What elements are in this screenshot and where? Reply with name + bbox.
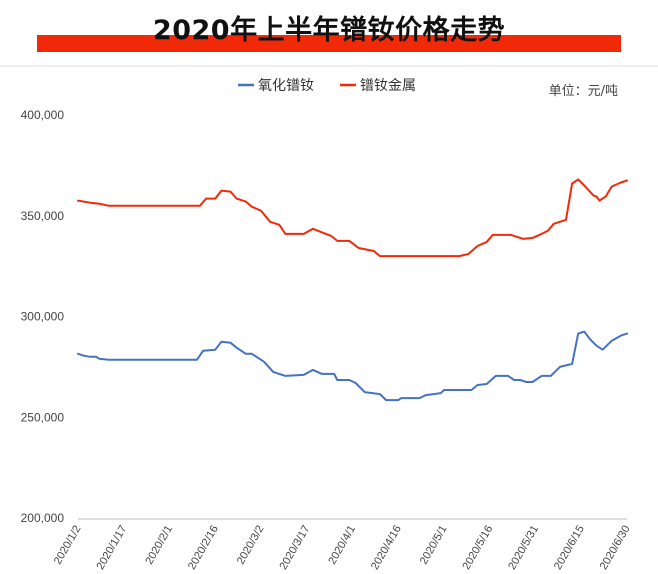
x-tick-label: 2020/2/16 xyxy=(186,524,221,572)
y-tick-label: 400,000 xyxy=(21,108,65,122)
chart-title: 2020年上半年镨钕价格走势 xyxy=(152,15,506,46)
x-tick-label: 2020/4/16 xyxy=(369,524,404,572)
y-tick-label: 200,000 xyxy=(21,511,65,525)
legend-label-1: 氧化镨钕 xyxy=(258,78,314,94)
x-tick-label: 2020/3/2 xyxy=(235,524,267,567)
x-tick-label: 2020/6/30 xyxy=(598,524,633,572)
x-tick-label: 2020/5/31 xyxy=(506,524,541,572)
x-axis: 2020/1/2 2020/1/17 2020/2/1 2020/2/16 2020/3… xyxy=(52,518,633,572)
legend-label-2: 镨钕金属 xyxy=(360,78,416,94)
y-axis: 200,000 250,000 300,000 350,000 400,000 xyxy=(21,108,65,525)
x-tick-label: 2020/1/17 xyxy=(94,524,129,572)
y-tick-label: 350,000 xyxy=(21,209,65,223)
series-line-1 xyxy=(77,330,628,402)
unit-label: 单位：元/吨 xyxy=(548,84,618,99)
x-tick-label: 2020/2/1 xyxy=(143,524,175,567)
x-tick-label: 2020/5/16 xyxy=(460,524,495,572)
legend: 氧化镨钕 镨钕金属 xyxy=(238,78,416,94)
y-tick-label: 250,000 xyxy=(21,410,65,424)
series-group xyxy=(77,178,628,402)
series-line-2 xyxy=(77,178,628,258)
x-tick-label: 2020/3/17 xyxy=(277,524,312,572)
title-highlight-bar xyxy=(37,35,621,52)
x-tick-label: 2020/1/2 xyxy=(52,524,84,567)
x-tick-label: 2020/6/15 xyxy=(552,524,587,572)
x-tick-label: 2020/5/1 xyxy=(418,524,450,567)
x-tick-label: 2020/4/1 xyxy=(326,524,358,567)
y-tick-label: 300,000 xyxy=(21,310,65,324)
